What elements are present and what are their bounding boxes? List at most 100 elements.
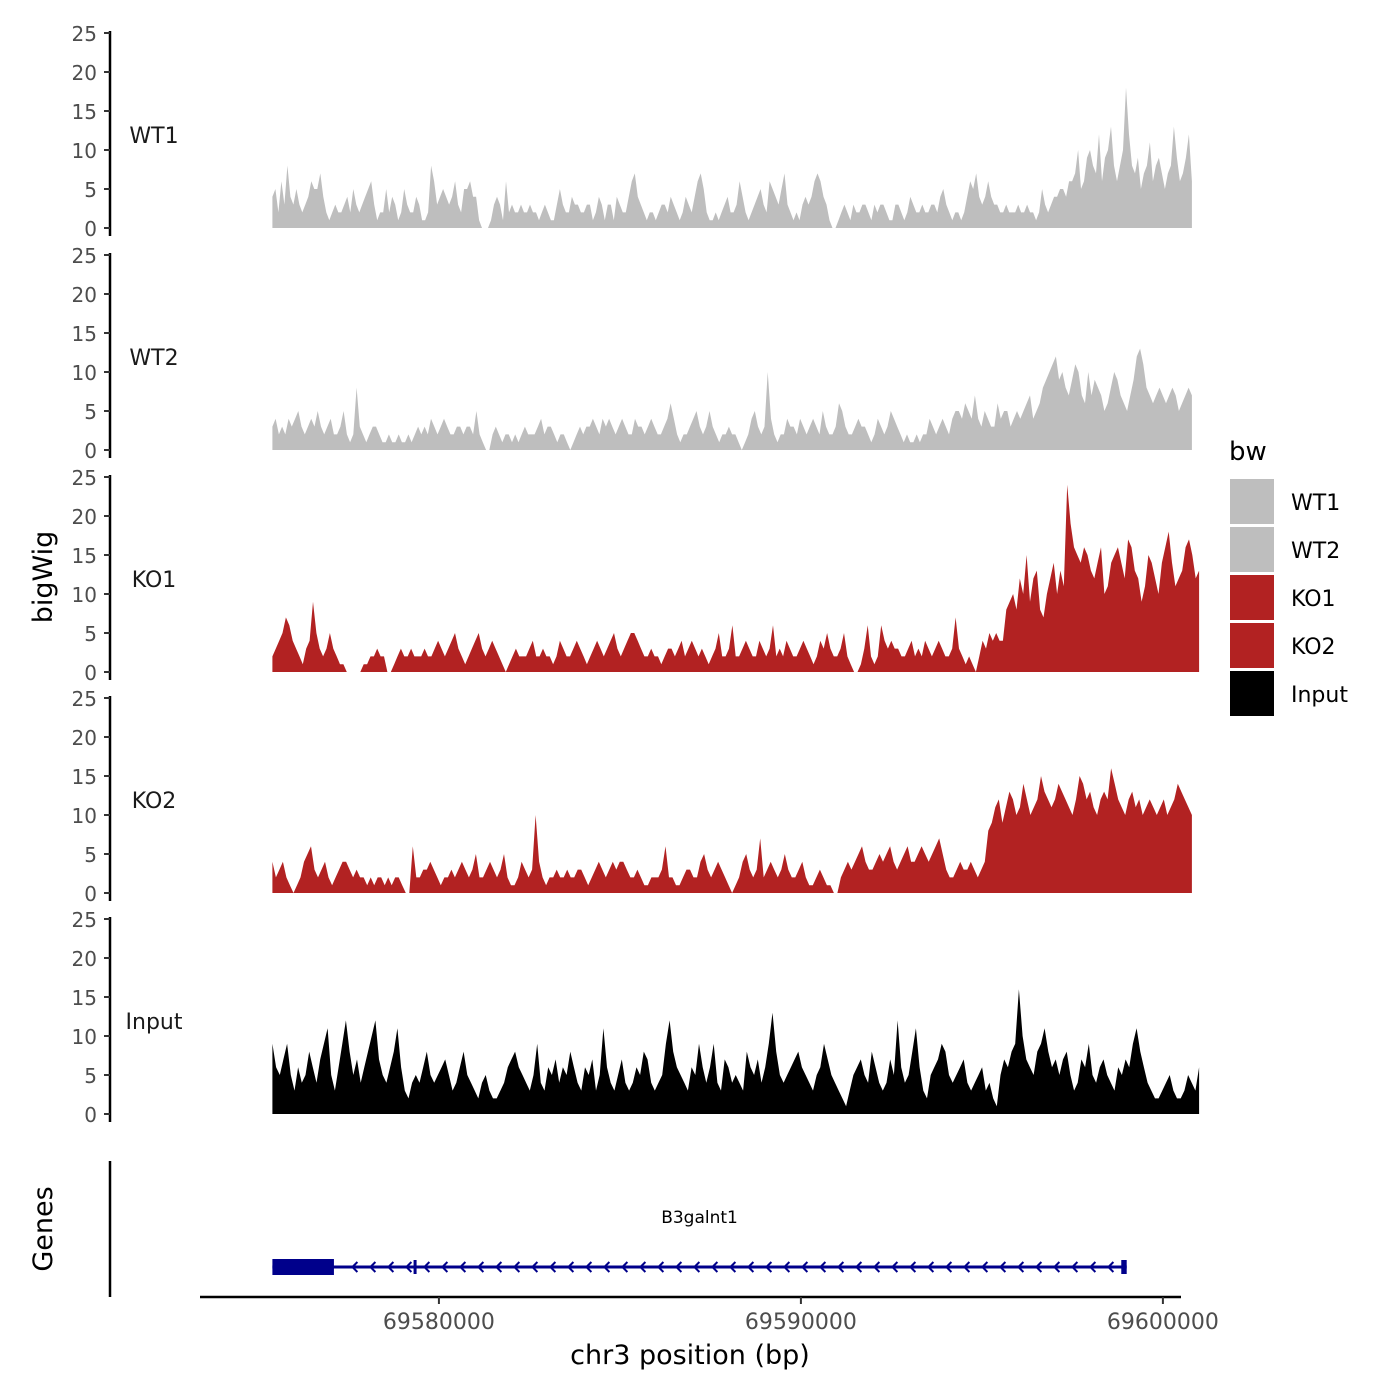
strand-arrow	[1070, 1261, 1079, 1273]
gene-name-label: B3galnt1	[661, 1208, 738, 1228]
track-wt2: 0 5 10 15 20 25 WT2	[72, 244, 1192, 463]
strand-arrow	[1088, 1261, 1097, 1273]
legend-key-wt1	[1230, 479, 1274, 524]
y-tick-label: 10	[72, 583, 97, 607]
strand-arrow	[728, 1261, 737, 1273]
strand-arrow	[854, 1261, 863, 1273]
strand-arrow	[764, 1261, 773, 1273]
y-tick-label: 0	[84, 217, 97, 241]
x-axis-title: chr3 position (bp)	[570, 1340, 810, 1371]
y-tick-label: 15	[72, 986, 97, 1010]
x-axis: 69580000 69590000 69600000	[200, 1295, 1219, 1335]
strand-arrow	[656, 1261, 665, 1273]
y-tick-label: 5	[84, 622, 97, 646]
strand-arrow	[926, 1261, 935, 1273]
strand-arrow	[836, 1261, 845, 1273]
y-tick-label: 20	[72, 947, 97, 971]
coverage-area-wt2	[272, 348, 1192, 450]
y-tick-label: 0	[84, 661, 97, 685]
gene-exon	[413, 1260, 417, 1274]
gene-track-panel: B3galnt1	[108, 1161, 1127, 1297]
strand-arrow	[458, 1261, 467, 1273]
coverage-area-ko2	[272, 768, 1192, 893]
strand-arrow	[692, 1261, 701, 1273]
legend-key-ko2	[1230, 623, 1274, 668]
track-ko1: 0 5 10 15 20 25 KO1	[72, 466, 1200, 685]
track-label: KO2	[132, 789, 177, 814]
legend-label: WT1	[1291, 491, 1340, 516]
coverage-area-input	[272, 989, 1200, 1114]
strand-arrow	[980, 1261, 989, 1273]
y-tick-label: 15	[72, 100, 97, 124]
y-tick-label: 25	[72, 244, 97, 268]
y-tick-label: 5	[84, 400, 97, 424]
strand-arrow	[962, 1261, 971, 1273]
strand-arrow	[944, 1261, 953, 1273]
y-tick-label: 10	[72, 139, 97, 163]
x-tick-label: 69580000	[383, 1310, 495, 1335]
y-tick-label: 20	[72, 61, 97, 85]
strand-arrow	[530, 1261, 539, 1273]
strand-arrow	[908, 1261, 917, 1273]
track-label: WT1	[129, 124, 178, 149]
strand-arrow	[548, 1261, 557, 1273]
strand-arrow	[422, 1261, 431, 1273]
strand-arrow	[800, 1261, 809, 1273]
y-tick-label: 25	[72, 22, 97, 46]
track-panels: 0510152025WT10510152025WT20510152025KO10…	[72, 22, 1200, 1127]
y-tick-label: 5	[84, 1064, 97, 1088]
y-tick-label: 5	[84, 178, 97, 202]
y-tick-label: 5	[84, 843, 97, 867]
strand-arrow	[674, 1261, 683, 1273]
y-tick-label: 0	[84, 1103, 97, 1127]
coverage-area-ko1	[272, 484, 1200, 672]
track-input: 0 5 10 15 20 25 Input	[72, 908, 1200, 1127]
legend-key-ko1	[1230, 575, 1274, 620]
y-tick-label: 10	[72, 804, 97, 828]
strand-arrow	[368, 1261, 377, 1273]
legend-label: Input	[1291, 683, 1348, 708]
strand-arrow	[872, 1261, 881, 1273]
coverage-area-wt1	[272, 87, 1192, 228]
x-tick-label: 69590000	[745, 1310, 857, 1335]
y-tick-label: 25	[72, 908, 97, 932]
strand-arrow	[998, 1261, 1007, 1273]
y-tick-label: 20	[72, 283, 97, 307]
track-wt1: 0 5 10 15 20 25 WT1	[72, 22, 1192, 241]
strand-arrow	[512, 1261, 521, 1273]
y-tick-label: 15	[72, 322, 97, 346]
strand-arrow	[386, 1261, 395, 1273]
strand-arrow	[1052, 1261, 1061, 1273]
y-tick-label: 0	[84, 439, 97, 463]
genes-axis-title: Genes	[28, 1186, 59, 1271]
strand-arrow	[404, 1261, 413, 1273]
strand-arrow	[350, 1261, 359, 1273]
y-tick-label: 0	[84, 882, 97, 906]
strand-arrow	[1034, 1261, 1043, 1273]
gene-exon	[272, 1259, 334, 1275]
strand-arrow	[746, 1261, 755, 1273]
strand-arrow	[1016, 1261, 1025, 1273]
track-label: KO1	[132, 568, 177, 593]
y-tick-label: 15	[72, 765, 97, 789]
strand-arrow	[440, 1261, 449, 1273]
gene-exon	[1121, 1260, 1127, 1274]
y-tick-label: 10	[72, 361, 97, 385]
y-axis-title: bigWig	[28, 531, 59, 624]
y-tick-label: 10	[72, 1025, 97, 1049]
y-tick-label: 20	[72, 726, 97, 750]
strand-arrow	[476, 1261, 485, 1273]
strand-arrow	[566, 1261, 575, 1273]
strand-arrow	[494, 1261, 503, 1273]
legend-key-wt2	[1230, 527, 1274, 572]
strand-arrow	[890, 1261, 899, 1273]
legend-label: WT2	[1291, 539, 1340, 564]
strand-arrow	[638, 1261, 647, 1273]
x-tick-label: 69600000	[1107, 1310, 1219, 1335]
legend-key-input	[1230, 671, 1274, 716]
strand-arrow	[620, 1261, 629, 1273]
y-tick-label: 25	[72, 466, 97, 490]
strand-arrow	[782, 1261, 791, 1273]
strand-arrow	[710, 1261, 719, 1273]
